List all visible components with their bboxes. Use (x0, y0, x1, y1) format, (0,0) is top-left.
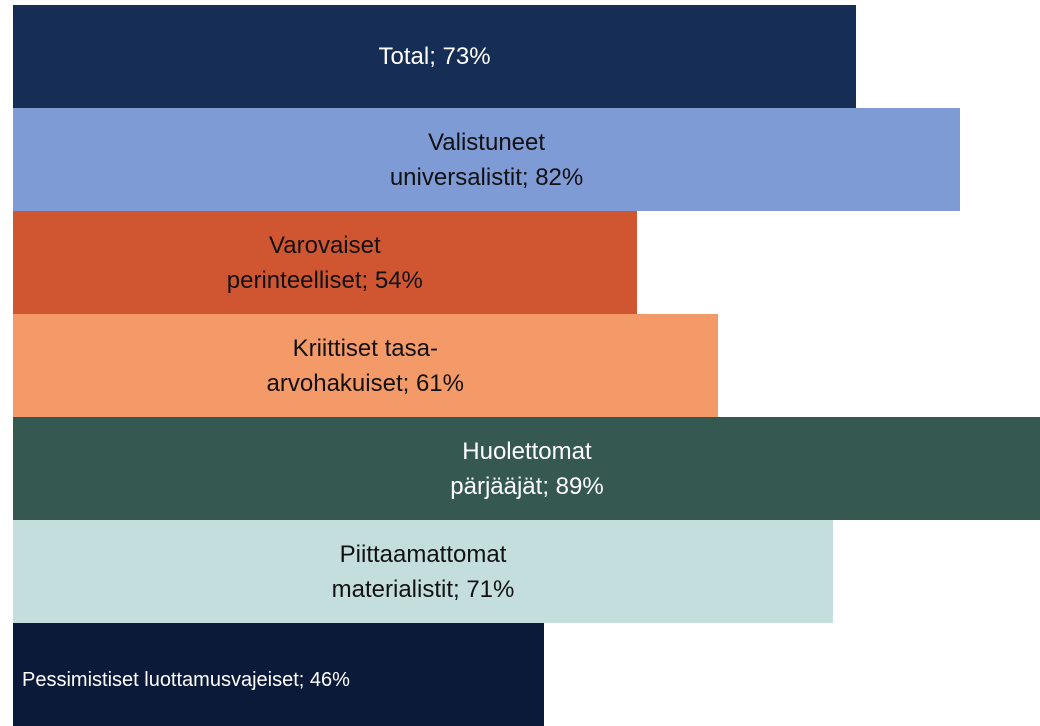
bar (13, 520, 834, 623)
bar (13, 108, 961, 211)
bar (13, 314, 718, 417)
bar (13, 211, 637, 314)
bar (13, 5, 857, 108)
bar (13, 417, 1040, 520)
bar (13, 623, 545, 726)
